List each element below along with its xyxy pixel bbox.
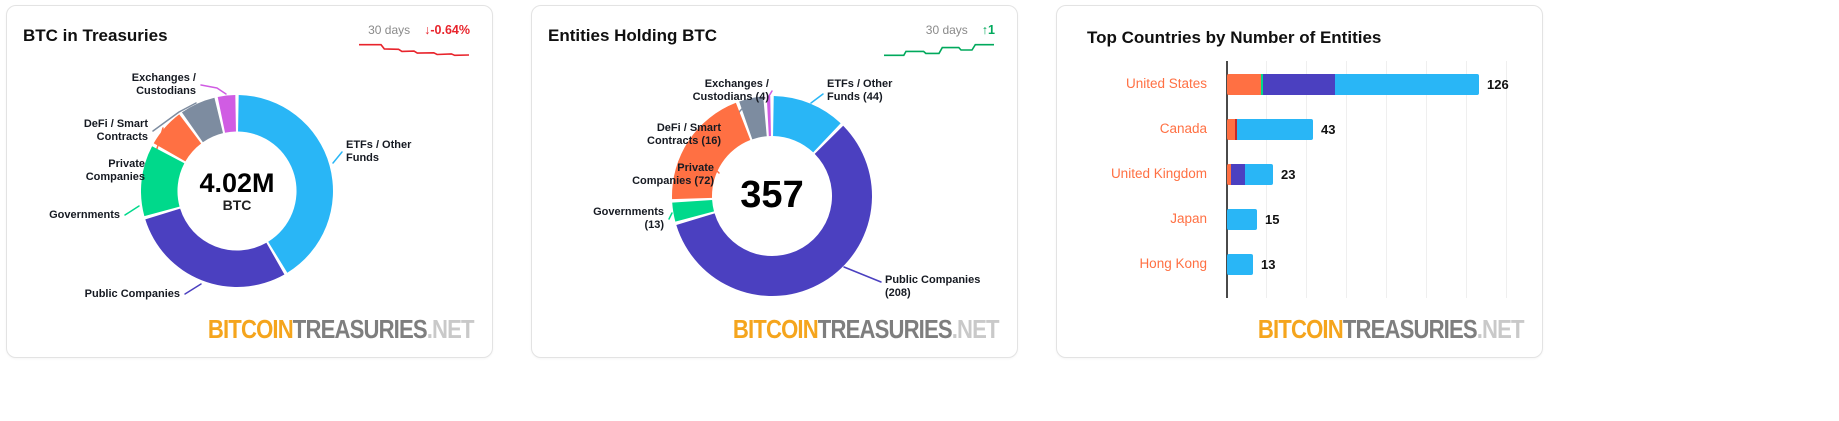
segment-label-governments: Governments — [49, 209, 120, 221]
donut-chart: 4.02M BTC — [141, 95, 333, 287]
segment-label-public-companies: Public Companies — [84, 288, 180, 300]
country-label: Japan — [1170, 211, 1207, 226]
stacked-bar — [1227, 254, 1253, 275]
bar-chart: United States 126 Canada 43 United Kingdom 23… — [1057, 6, 1544, 359]
watermark-treasuries: TREASURIES — [818, 314, 953, 344]
bar-gridlines — [1227, 61, 1527, 298]
page-title: Entities Holding BTC — [548, 26, 718, 45]
country-label: United States — [1125, 76, 1207, 91]
donut-segments — [672, 96, 872, 296]
watermark-net: .NET — [952, 314, 1000, 344]
bar-row: Hong Kong 13 — [1057, 243, 1544, 288]
stacked-bar — [1227, 74, 1479, 95]
donut-segments — [141, 95, 333, 287]
page-title: Top Countries by Number of Entities — [1087, 28, 1382, 47]
bar-rows: United States 126 Canada 43 United Kingdom 23… — [1057, 63, 1544, 288]
stat-30-days: 30 days ↑1 — [875, 23, 995, 59]
bar-row: Canada 43 — [1057, 108, 1544, 153]
watermark-net: .NET — [1477, 314, 1525, 344]
watermark-net: .NET — [427, 314, 475, 344]
segment-label-etfs: ETFs / Other Funds — [346, 139, 412, 164]
bar-value: 13 — [1261, 257, 1276, 272]
stacked-bar — [1227, 164, 1273, 185]
segment-label-defi: DeFi / Smart Contracts — [83, 118, 148, 143]
watermark-treasuries: TREASURIES — [293, 314, 428, 344]
page-title: BTC in Treasuries — [23, 26, 168, 45]
bar-value: 43 — [1321, 122, 1336, 137]
bar-row: United Kingdom 23 — [1057, 153, 1544, 198]
segment-label-exchanges: Exchanges / Custodians (4) — [692, 78, 769, 103]
bar-value: 15 — [1265, 212, 1280, 227]
change-value: ↓-0.64% — [424, 23, 470, 37]
card-entities-holding-btc: Entities Holding BTC 30 days ↑1 357 Exch… — [531, 5, 1018, 358]
bar-value: 23 — [1281, 167, 1296, 182]
segment-label-private-companies: Private Companies — [85, 158, 145, 183]
segment-label-defi: DeFi / Smart Contracts (16) — [647, 122, 721, 147]
stacked-bar — [1227, 119, 1313, 140]
card-top-countries: Top Countries by Number of Entities Unit… — [1056, 5, 1543, 358]
watermark: BITCOINTREASURIES.NET — [733, 314, 1000, 345]
period-label: 30 days — [368, 23, 411, 37]
segment-label-private-companies: Private Companies (72) — [632, 162, 714, 187]
watermark-bitcoin: BITCOIN — [733, 314, 819, 344]
segment-label-exchanges: Exchanges / Custodians — [131, 72, 196, 97]
watermark-bitcoin: BITCOIN — [208, 314, 294, 344]
watermark-treasuries: TREASURIES — [1343, 314, 1478, 344]
watermark: BITCOINTREASURIES.NET — [208, 314, 475, 345]
bar-value: 126 — [1487, 77, 1509, 92]
segment-label-etfs: ETFs / Other Funds (44) — [827, 78, 893, 103]
stat-30-days: 30 days ↓-0.64% — [350, 23, 470, 59]
watermark-bitcoin: BITCOIN — [1258, 314, 1344, 344]
stacked-bar — [1227, 209, 1257, 230]
bar-row: United States 126 — [1057, 63, 1544, 108]
sparkline-chart — [884, 43, 994, 57]
country-label: Hong Kong — [1139, 256, 1207, 271]
bar-row: Japan 15 — [1057, 198, 1544, 243]
segment-label-governments: Governments (13) — [593, 206, 664, 231]
dashboard-cards: BTC in Treasuries 30 days ↓-0.64% 4.02M … — [6, 5, 1543, 358]
segment-label-public-companies: Public Companies (208) — [885, 274, 981, 299]
period-label: 30 days — [925, 23, 968, 37]
country-label: United Kingdom — [1110, 166, 1207, 181]
sparkline-chart — [359, 43, 470, 57]
country-label: Canada — [1159, 121, 1207, 136]
change-value: ↑1 — [981, 23, 995, 37]
watermark: BITCOINTREASURIES.NET — [1258, 314, 1525, 345]
card-btc-in-treasuries: BTC in Treasuries 30 days ↓-0.64% 4.02M … — [6, 5, 493, 358]
